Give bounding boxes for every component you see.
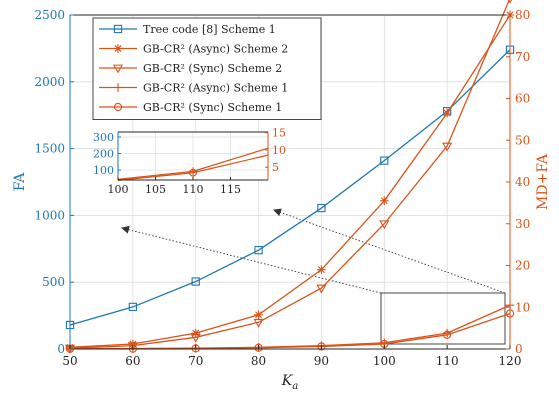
marker-square <box>380 156 389 165</box>
marker-triangle-down <box>316 284 327 294</box>
zoom-connector-arrow <box>121 225 382 294</box>
left-y-tick-label: 500 <box>42 275 65 289</box>
left-y-tick-label: 1500 <box>34 142 65 156</box>
right-y-tick-label: 70 <box>515 50 530 64</box>
marker-asterisk <box>113 44 123 53</box>
marker-asterisk <box>128 339 138 349</box>
inset-left-tick-label: 200 <box>93 148 114 161</box>
right-y-tick-label: 10 <box>515 300 530 314</box>
marker-asterisk <box>254 310 263 320</box>
zoom-region-box <box>380 292 506 345</box>
x-tick-label: 70 <box>188 354 203 368</box>
inset-x-tick-label: 110 <box>183 183 204 196</box>
marker-asterisk <box>442 108 452 118</box>
axes-layer: 50 60 70 80 90 100 110 120050010001500200025000… <box>12 8 551 392</box>
legend: Tree code [8] Scheme 1 GB-CR² (Async) Sch… <box>92 17 322 120</box>
legend-entry: GB-CR² (Async) Scheme 2 <box>99 43 288 56</box>
x-tick-label: 50 <box>62 354 77 368</box>
x-tick-label: 80 <box>251 354 266 368</box>
right-y-axis-label: MD+FA <box>535 153 551 210</box>
right-y-tick-label: 50 <box>515 133 530 147</box>
inset-series-5 <box>117 154 269 181</box>
right-y-tick-label: 0 <box>515 342 523 356</box>
legend-label: GB-CR² (Async) Scheme 1 <box>143 82 288 95</box>
marker-asterisk <box>379 196 389 206</box>
left-y-tick-label: 2000 <box>34 75 65 89</box>
left-y-tick-label: 0 <box>57 342 65 356</box>
marker-triangle-down <box>379 220 390 230</box>
series-3 <box>64 0 513 354</box>
legend-label: Tree code [8] Scheme 1 <box>143 23 276 36</box>
marker-square <box>191 277 200 286</box>
legend-entry: GB-CR² (Async) Scheme 1 <box>99 82 288 95</box>
marker-square <box>317 203 326 213</box>
x-tick-label: 120 <box>499 354 522 368</box>
marker-asterisk <box>191 328 201 338</box>
x-tick-label: 90 <box>314 354 329 368</box>
marker-circle <box>191 344 200 353</box>
inset-x-tick-label: 105 <box>145 183 166 196</box>
inset-right-tick-label: 10 <box>272 144 286 157</box>
marker-square <box>113 24 123 34</box>
marker-triangle-down <box>127 342 138 352</box>
left-y-tick-label: 1000 <box>34 208 65 222</box>
series-line <box>69 49 511 326</box>
series-line <box>69 0 510 349</box>
series-line <box>69 14 511 348</box>
inset-layer: 100 105 110 115 100 200 300 5 10 15 <box>93 127 286 196</box>
right-y-tick-label: 30 <box>515 217 530 231</box>
marker-circle <box>113 102 123 112</box>
zoom-region-layer <box>121 208 506 345</box>
right-y-tick-label: 40 <box>515 175 530 189</box>
x-tick-label: 110 <box>436 354 459 368</box>
legend-box <box>92 17 322 120</box>
marker-circle <box>317 342 326 351</box>
x-tick-label: 100 <box>373 354 396 368</box>
inset-x-tick-label: 100 <box>108 183 129 196</box>
legend-label: GB-CR² (Sync) Scheme 2 <box>143 62 282 75</box>
marker-circle <box>189 168 197 177</box>
right-y-tick-label: 60 <box>515 92 530 106</box>
x-axis-label: Ka <box>281 373 298 392</box>
legend-label: GB-CR² (Async) Scheme 2 <box>143 43 288 56</box>
marker-circle <box>442 330 452 339</box>
legend-entry: GB-CR² (Sync) Scheme 2 <box>99 62 282 75</box>
left-y-tick-label: 2500 <box>34 8 65 22</box>
inset-x-tick-label: 115 <box>220 183 241 196</box>
marker-triangle-down <box>190 333 201 343</box>
marker-triangle-down <box>112 64 124 74</box>
marker-triangle-down <box>442 142 453 152</box>
marker-triangle-down <box>253 318 264 328</box>
right-y-tick-label: 20 <box>515 259 530 273</box>
left-y-axis-label: FA <box>12 172 28 191</box>
marker-plus <box>113 83 123 92</box>
inset-left-tick-label: 300 <box>93 131 114 144</box>
x-tick-label: 60 <box>125 354 140 368</box>
legend-entry: GB-CR² (Sync) Scheme 1 <box>99 101 282 114</box>
marker-asterisk <box>317 265 326 274</box>
marker-circle <box>254 343 263 352</box>
marker-square <box>254 245 263 255</box>
inset-left-tick-label: 100 <box>93 164 114 177</box>
right-y-tick-label: 80 <box>515 8 530 22</box>
inset-right-tick-label: 15 <box>272 127 286 140</box>
marker-square <box>128 302 138 312</box>
legend-label: GB-CR² (Sync) Scheme 1 <box>143 101 282 114</box>
zoom-connector-arrow <box>273 208 506 294</box>
inset-series-line <box>117 154 269 181</box>
inset-right-tick-label: 5 <box>272 161 279 174</box>
legend-entry: Tree code [8] Scheme 1 <box>99 23 276 36</box>
